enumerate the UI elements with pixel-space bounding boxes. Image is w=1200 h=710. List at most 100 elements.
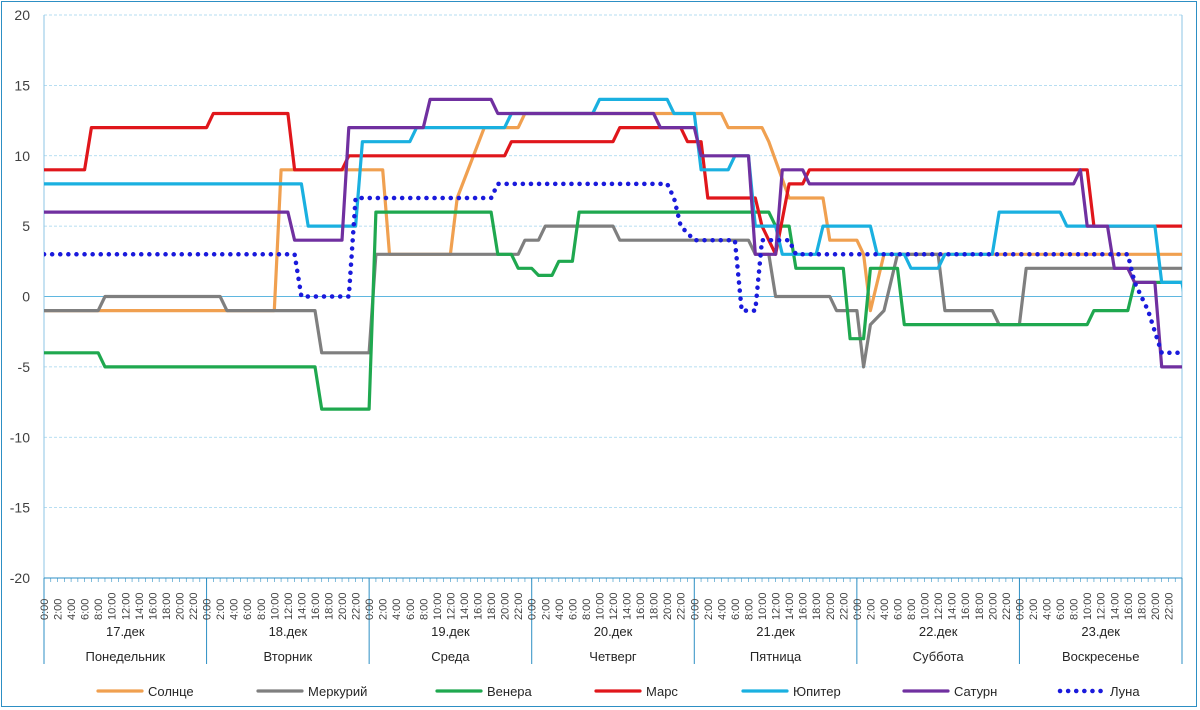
x-tick-label: 12:00 xyxy=(283,592,295,620)
x-tick-label: 16:00 xyxy=(310,592,322,620)
x-tick-label: 2:00 xyxy=(53,599,65,620)
x-tick-label: 6:00 xyxy=(242,599,254,620)
x-tick-label: 0:00 xyxy=(689,599,701,620)
x-tick-label: 10:00 xyxy=(432,592,444,620)
x-axis: 0:00 2:00 4:00 6:00 8:00 10:00 12:00 14:00 16:00… xyxy=(39,577,1183,664)
y-axis: -20 -15 -10 -5 0 5 10 15 20 xyxy=(10,7,30,586)
y-tick-label: -15 xyxy=(10,500,30,516)
x-tick-label: 8:00 xyxy=(581,599,593,620)
x-tick-label: 14:00 xyxy=(622,592,634,620)
day-date-label: 23.дек xyxy=(1081,624,1120,639)
legend-label: Марс xyxy=(646,684,678,699)
x-tick-label: 6:00 xyxy=(730,599,742,620)
day-date-label: 21.дек xyxy=(756,624,795,639)
x-tick-label: 6:00 xyxy=(567,599,579,620)
y-tick-label: 20 xyxy=(14,7,30,23)
x-tick-label: 8:00 xyxy=(1069,599,1081,620)
x-tick-label: 18:00 xyxy=(974,592,986,620)
x-tick-label: 10:00 xyxy=(920,592,932,620)
y-tick-label: 5 xyxy=(22,218,30,234)
x-tick-label: 22:00 xyxy=(676,592,688,620)
x-tick-label: 14:00 xyxy=(134,592,146,620)
x-tick-label: 4:00 xyxy=(554,599,566,620)
day-weekday-label: Четверг xyxy=(589,649,637,664)
x-tick-label: 20:00 xyxy=(987,592,999,620)
day-weekday-label: Суббота xyxy=(913,649,965,664)
x-tick-label: 22:00 xyxy=(513,592,525,620)
x-tick-label: 18:00 xyxy=(324,592,336,620)
legend: Солнце Меркурий Венера Марс Юпитер Сатурн Луна xyxy=(96,684,1140,699)
series-line-Юпитер xyxy=(44,97,1182,293)
y-tick-label: 0 xyxy=(22,289,30,305)
x-tick-label: 10:00 xyxy=(107,592,119,620)
x-tick-label: 10:00 xyxy=(269,592,281,620)
series-line-Венера xyxy=(44,210,1182,411)
x-tick-label: 0:00 xyxy=(364,599,376,620)
x-tick-label: 18:00 xyxy=(161,592,173,620)
x-tick-label: 14:00 xyxy=(1109,592,1121,620)
day-weekday-label: Воскресенье xyxy=(1062,649,1139,664)
x-tick-label: 12:00 xyxy=(771,592,783,620)
x-tick-label: 0:00 xyxy=(527,599,539,620)
x-tick-label: 18:00 xyxy=(649,592,661,620)
day-date-label: 17.дек xyxy=(106,624,145,639)
x-tick-label: 8:00 xyxy=(418,599,430,620)
x-tick-label: 6:00 xyxy=(80,599,92,620)
x-tick-label: 14:00 xyxy=(459,592,471,620)
day-date-label: 20.дек xyxy=(594,624,633,639)
x-tick-label: 2:00 xyxy=(1028,599,1040,620)
x-tick-label: 16:00 xyxy=(147,592,159,620)
day-weekday-label: Пятница xyxy=(750,649,802,664)
y-tick-label: -20 xyxy=(10,570,30,586)
x-tick-label: 20:00 xyxy=(337,592,349,620)
day-date-label: 19.дек xyxy=(431,624,470,639)
x-tick-label: 2:00 xyxy=(540,599,552,620)
x-tick-label: 16:00 xyxy=(1123,592,1135,620)
x-tick-label: 12:00 xyxy=(933,592,945,620)
x-tick-label: 20:00 xyxy=(1150,592,1162,620)
x-tick-label: 16:00 xyxy=(960,592,972,620)
series-line-Меркурий xyxy=(44,224,1182,369)
x-tick-label: 0:00 xyxy=(202,599,214,620)
x-tick-label: 10:00 xyxy=(757,592,769,620)
x-tick-label: 2:00 xyxy=(703,599,715,620)
x-tick-label: 16:00 xyxy=(635,592,647,620)
x-tick-label: 12:00 xyxy=(445,592,457,620)
x-tick-label: 4:00 xyxy=(229,599,241,620)
legend-label: Солнце xyxy=(148,684,194,699)
y-tick-label: -5 xyxy=(18,359,31,375)
x-tick-label: 8:00 xyxy=(93,599,105,620)
series-line-Солнце xyxy=(44,111,1182,313)
x-tick-label: 14:00 xyxy=(784,592,796,620)
series-line-Марс xyxy=(44,111,1182,256)
day-weekday-label: Среда xyxy=(431,649,470,664)
day-date-label: 22.дек xyxy=(919,624,958,639)
x-tick-label: 6:00 xyxy=(893,599,905,620)
x-tick-label: 8:00 xyxy=(743,599,755,620)
x-tick-label: 0:00 xyxy=(1014,599,1026,620)
y-tick-label: 15 xyxy=(14,77,30,93)
x-tick-label: 22:00 xyxy=(351,592,363,620)
x-tick-label: 14:00 xyxy=(947,592,959,620)
x-tick-label: 16:00 xyxy=(473,592,485,620)
gridlines xyxy=(43,14,1183,579)
day-weekday-label: Вторник xyxy=(264,649,313,664)
x-tick-label: 2:00 xyxy=(215,599,227,620)
x-tick-label: 18:00 xyxy=(1136,592,1148,620)
x-tick-label: 22:00 xyxy=(188,592,200,620)
x-tick-label: 10:00 xyxy=(1082,592,1094,620)
legend-label: Юпитер xyxy=(793,684,841,699)
x-tick-label: 0:00 xyxy=(39,599,51,620)
day-date-label: 18.дек xyxy=(269,624,308,639)
x-tick-label: 12:00 xyxy=(608,592,620,620)
x-tick-label: 6:00 xyxy=(1055,599,1067,620)
x-tick-label: 12:00 xyxy=(120,592,132,620)
x-tick-label: 20:00 xyxy=(500,592,512,620)
x-tick-label: 8:00 xyxy=(256,599,268,620)
x-tick-label: 16:00 xyxy=(798,592,810,620)
x-tick-label: 20:00 xyxy=(174,592,186,620)
series-line-Сатурн xyxy=(44,97,1182,369)
x-tick-label: 2:00 xyxy=(378,599,390,620)
